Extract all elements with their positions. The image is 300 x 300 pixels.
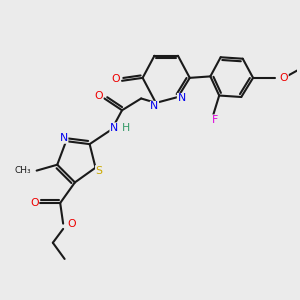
Text: N: N: [150, 101, 158, 111]
Text: S: S: [96, 166, 103, 176]
Text: O: O: [111, 74, 120, 84]
Text: F: F: [212, 115, 218, 125]
Text: O: O: [280, 73, 288, 83]
Text: CH₃: CH₃: [14, 166, 31, 175]
Text: O: O: [94, 91, 103, 100]
Text: N: N: [177, 94, 186, 103]
Text: N: N: [60, 133, 68, 143]
Text: N: N: [110, 123, 118, 133]
Text: O: O: [68, 219, 76, 229]
Text: O: O: [30, 198, 39, 208]
Text: H: H: [122, 123, 130, 133]
